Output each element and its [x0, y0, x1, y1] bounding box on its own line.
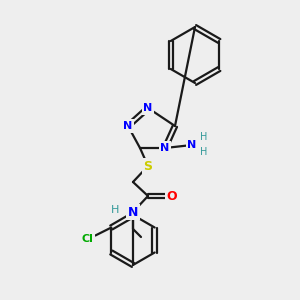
Text: N: N — [160, 143, 169, 153]
Text: N: N — [123, 121, 133, 131]
Text: N: N — [128, 206, 138, 218]
Text: S: S — [143, 160, 152, 172]
Text: H: H — [200, 147, 208, 157]
Text: N: N — [188, 140, 196, 150]
Text: N: N — [143, 103, 153, 113]
Text: Cl: Cl — [81, 233, 93, 244]
Text: O: O — [167, 190, 177, 202]
Text: H: H — [200, 132, 208, 142]
Text: H: H — [111, 205, 119, 215]
